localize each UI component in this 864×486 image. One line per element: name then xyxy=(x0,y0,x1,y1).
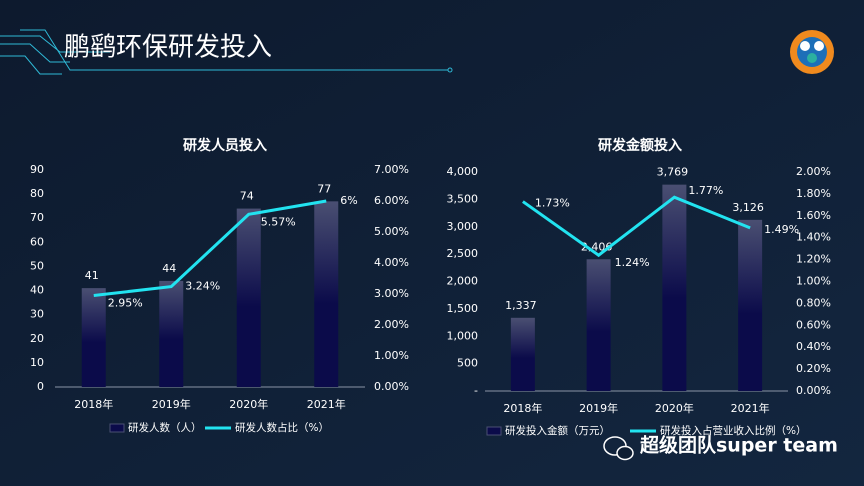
y2-tick-label: 1.80% xyxy=(796,187,831,200)
y-tick-label: 60 xyxy=(30,235,44,248)
y-tick-label: 1,000 xyxy=(447,329,479,342)
y-tick-label: 50 xyxy=(30,259,44,272)
x-tick-label: 2020年 xyxy=(655,401,694,415)
y2-tick-label: 7.00% xyxy=(374,163,409,176)
y2-tick-label: 0.00% xyxy=(796,384,831,397)
line-value-label: 2.95% xyxy=(108,297,143,310)
watermark: 超级团队super team xyxy=(639,434,838,457)
line-value-label: 1.73% xyxy=(535,197,570,210)
bar xyxy=(81,288,106,387)
x-tick-label: 2018年 xyxy=(74,397,113,411)
y2-tick-label: 1.00% xyxy=(374,349,409,362)
y-tick-label: 3,000 xyxy=(447,220,479,233)
y-tick-label: 2,500 xyxy=(447,247,479,260)
y-tick-label: 20 xyxy=(30,332,44,345)
bar-value-label: 41 xyxy=(85,269,99,282)
line-value-label: 6% xyxy=(340,194,357,207)
legend-swatch xyxy=(109,423,125,433)
bar-value-label: 74 xyxy=(240,190,254,203)
y2-tick-label: 1.60% xyxy=(796,209,831,222)
bar xyxy=(236,208,261,387)
line-series xyxy=(522,195,751,258)
y-tick-label: 2,000 xyxy=(447,275,479,288)
y2-tick-label: 0.40% xyxy=(796,340,831,353)
y2-tick-label: 0.00% xyxy=(374,380,409,393)
x-tick-label: 2019年 xyxy=(152,397,191,411)
legend-label: 研发投入金额（万元） xyxy=(505,424,610,437)
y-tick-label: 0 xyxy=(37,380,44,393)
legend-label: 研发人数占比（%） xyxy=(235,421,329,434)
x-tick-label: 2018年 xyxy=(503,401,542,415)
y2-tick-label: 1.20% xyxy=(796,253,831,266)
bar-value-label: 3,769 xyxy=(657,166,689,179)
x-tick-label: 2019年 xyxy=(579,401,618,415)
line-series xyxy=(93,199,327,298)
legend-swatch xyxy=(486,426,502,436)
y-tick-label: 30 xyxy=(30,308,44,321)
x-tick-label: 2021年 xyxy=(731,401,770,415)
y2-tick-label: 4.00% xyxy=(374,256,409,269)
bar xyxy=(738,219,763,391)
y-tick-label: 1,500 xyxy=(447,302,479,315)
legend-label: 研发投入占营业收入比例（%） xyxy=(660,424,806,437)
y-tick-label: 500 xyxy=(457,357,478,370)
wechat-icon xyxy=(603,436,634,461)
y-tick-label: 90 xyxy=(30,163,44,176)
y2-tick-label: 2.00% xyxy=(374,318,409,331)
y-tick-label: 3,500 xyxy=(447,192,479,205)
y-tick-label: - xyxy=(474,384,478,397)
y2-tick-label: 3.00% xyxy=(374,287,409,300)
x-tick-label: 2020年 xyxy=(229,397,268,411)
bar xyxy=(510,317,535,391)
y-tick-label: 80 xyxy=(30,187,44,200)
y-tick-label: 10 xyxy=(30,356,44,369)
y2-tick-label: 0.60% xyxy=(796,318,831,331)
bar-value-label: 44 xyxy=(162,262,176,275)
chart-title: 研发人员投入 xyxy=(183,137,267,154)
x-tick-label: 2021年 xyxy=(307,397,346,411)
bar xyxy=(314,201,339,387)
bar xyxy=(159,280,184,387)
bar-value-label: 77 xyxy=(317,182,331,195)
line-value-label: 3.24% xyxy=(185,280,220,293)
line-value-label: 1.49% xyxy=(764,223,799,236)
legend-label: 研发人数（人） xyxy=(128,421,202,434)
logo xyxy=(790,30,834,74)
y-tick-label: 4,000 xyxy=(447,165,479,178)
y-tick-label: 70 xyxy=(30,211,44,224)
bar-value-label: 1,337 xyxy=(505,299,537,312)
y2-tick-label: 0.20% xyxy=(796,362,831,375)
line-value-label: 1.24% xyxy=(615,256,650,269)
y-tick-label: 40 xyxy=(30,284,44,297)
line-value-label: 5.57% xyxy=(261,215,296,228)
y2-tick-label: 0.80% xyxy=(796,296,831,309)
y2-tick-label: 5.00% xyxy=(374,225,409,238)
bar xyxy=(662,184,687,391)
header-decoration xyxy=(0,29,453,75)
y2-tick-label: 1.00% xyxy=(796,275,831,288)
y2-tick-label: 2.00% xyxy=(796,165,831,178)
slide-title: 鹏鹞环保研发投入 xyxy=(64,33,272,63)
bar-value-label: 3,126 xyxy=(732,201,764,214)
y2-tick-label: 1.40% xyxy=(796,231,831,244)
line-value-label: 1.77% xyxy=(688,184,723,197)
chart-title: 研发金额投入 xyxy=(598,137,682,154)
y2-tick-label: 6.00% xyxy=(374,194,409,207)
bar xyxy=(586,259,611,391)
